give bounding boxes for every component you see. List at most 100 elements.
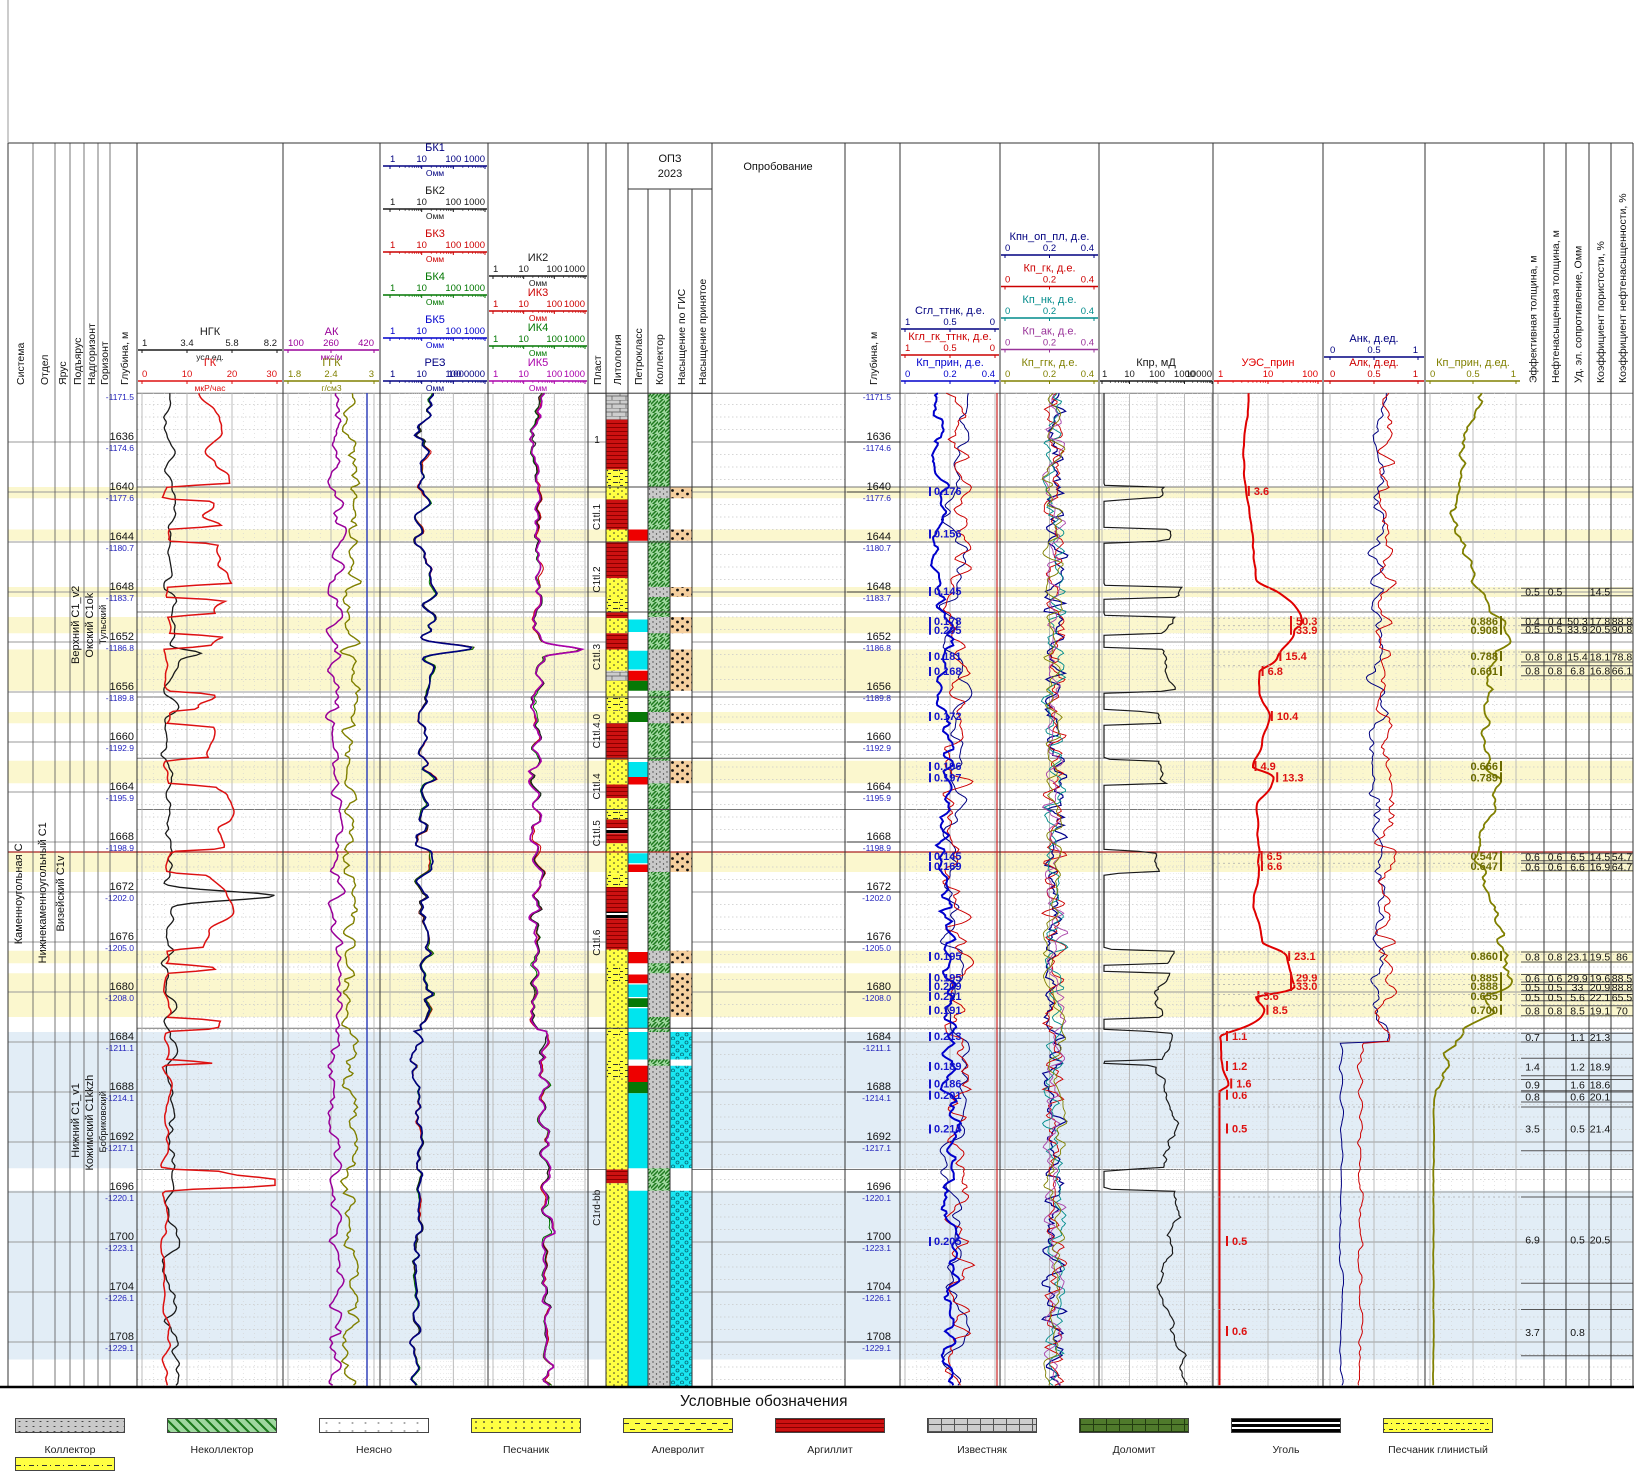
scale-tick: 5.8: [225, 338, 238, 349]
scale-title: ИК4: [528, 322, 548, 334]
ues-annotation: 0.6: [1232, 1090, 1247, 1102]
scale-tick: 10: [182, 369, 193, 380]
siltstone-clayey-swatch: [15, 1457, 115, 1471]
ues-annotation: 1.2: [1232, 1061, 1247, 1073]
table-value: 0.8: [1570, 1327, 1585, 1339]
ues-annotation: 3.6: [1254, 486, 1269, 498]
scale-tick: 10: [416, 283, 427, 294]
table-value: 17.8: [1590, 616, 1611, 628]
curve: [527, 392, 585, 1386]
scale-tick: 10: [1124, 369, 1135, 380]
scale-title: Анк, д.ед.: [1349, 333, 1398, 345]
legend-item-label: Аргиллит: [807, 1444, 853, 1456]
scale-tick: 0: [1330, 345, 1335, 356]
curve: [409, 393, 473, 1386]
lith-ls: [606, 393, 628, 420]
legend-item-label: Доломит: [1112, 1444, 1156, 1456]
depth-label: 1680: [110, 981, 134, 993]
kn-annotation: 0.886: [1470, 616, 1498, 628]
strat-value: Визейский C1v: [55, 855, 67, 931]
scale-unit: Омм: [426, 168, 444, 178]
lith-arg: [606, 612, 628, 619]
scale-tick: 10: [416, 326, 427, 337]
legend-item: Доломит: [1069, 1418, 1199, 1456]
scale-tick: 100: [445, 154, 461, 165]
kn-annotation: 0.655: [1470, 991, 1498, 1003]
scale-tick: 1: [390, 197, 395, 208]
lith-sst: [606, 1183, 628, 1387]
depth-label: 1696: [110, 1181, 134, 1193]
curve: [1338, 393, 1390, 1386]
kp-annotation: 0.189: [934, 1061, 962, 1073]
legend-item: Песчаник: [461, 1418, 591, 1456]
kp-annotation: 0.214: [934, 1124, 962, 1136]
curve: [1432, 392, 1514, 1386]
table-value: 20.5: [1590, 624, 1611, 636]
table-value: 8.5: [1570, 1005, 1585, 1017]
water-saturation: [670, 1065, 692, 1169]
abs-depth-label: -1220.1: [105, 1193, 134, 1203]
lith-sst: [606, 949, 628, 967]
scale-tick: 1: [390, 154, 395, 165]
table-value: 19.1: [1590, 1005, 1611, 1017]
lith-coal: [606, 912, 628, 919]
scale-title: Кгл_гк_ттнк, д.е.: [908, 331, 991, 343]
strat-value: Бобриковский: [98, 1091, 109, 1153]
scale-unit: усл.ед.: [196, 352, 224, 362]
depth-label: 1708: [867, 1331, 891, 1343]
lith-sst: [606, 578, 628, 597]
scale-tick: 1: [1413, 345, 1418, 356]
plast-label: C1tl.4.0: [592, 714, 603, 749]
legend-item-label: Песчаник глинистый: [1388, 1444, 1488, 1456]
petroclass-block: [628, 680, 648, 691]
ues-annotation: 13.3: [1282, 772, 1303, 784]
scale-unit: Омм: [426, 383, 444, 393]
plast-label: C1tl.2: [592, 566, 603, 593]
strat-column-title: Глубина, м: [119, 332, 131, 385]
depth-label: 1672: [867, 881, 891, 893]
scale-tick: 0.5: [1466, 369, 1479, 380]
table-value: 54.7: [1612, 852, 1633, 864]
scale-unit: г/см3: [321, 383, 342, 393]
scale-tick: 1000: [564, 369, 585, 380]
scale-tick: 10: [518, 264, 529, 275]
scale-tick: 0: [990, 343, 995, 354]
abs-depth-label: -1208.0: [105, 993, 134, 1003]
lith-arg: [606, 833, 628, 844]
scale-tick: 100: [445, 326, 461, 337]
abs-depth-label: -1208.0: [862, 993, 891, 1003]
petroclass-block: [628, 974, 648, 984]
curve: [1040, 392, 1069, 1386]
scale-tick: 1: [905, 317, 910, 328]
table-value: 65.5: [1612, 992, 1633, 1004]
scale-tick: 0.5: [943, 343, 956, 354]
table-value: 18.1: [1590, 652, 1611, 664]
scale-tick: 1: [1218, 369, 1223, 380]
legend-item: Неясно: [309, 1418, 439, 1456]
scale-unit: Омм: [426, 297, 444, 307]
ues-annotation: 5.6: [1263, 991, 1278, 1003]
scale-tick: 100: [1149, 369, 1165, 380]
abs-depth-label: -1198.9: [106, 843, 134, 853]
abs-depth-label: -1214.1: [862, 1093, 891, 1103]
table-value: 0.5: [1525, 992, 1540, 1004]
petroclass-block: [628, 529, 648, 541]
scale-tick: 1000: [564, 334, 585, 345]
lith-arg: [606, 723, 628, 760]
lith-sst: [606, 798, 628, 810]
scale-tick: 10: [1263, 369, 1274, 380]
scale-title: БК4: [425, 271, 445, 283]
scale-title: ИК3: [528, 287, 548, 299]
collector-block: [648, 529, 670, 541]
table-value: 20.1: [1590, 1092, 1611, 1104]
scale-tick: 0.5: [1367, 369, 1380, 380]
abs-depth-label: -1202.0: [105, 893, 134, 903]
table-value: 0.4: [1525, 616, 1540, 628]
water-band: [8, 1190, 1633, 1360]
abs-depth-label: -1195.9: [863, 793, 891, 803]
water-band: [8, 1032, 1633, 1169]
lith-sst: [606, 680, 628, 697]
lith-slt: [606, 967, 628, 982]
